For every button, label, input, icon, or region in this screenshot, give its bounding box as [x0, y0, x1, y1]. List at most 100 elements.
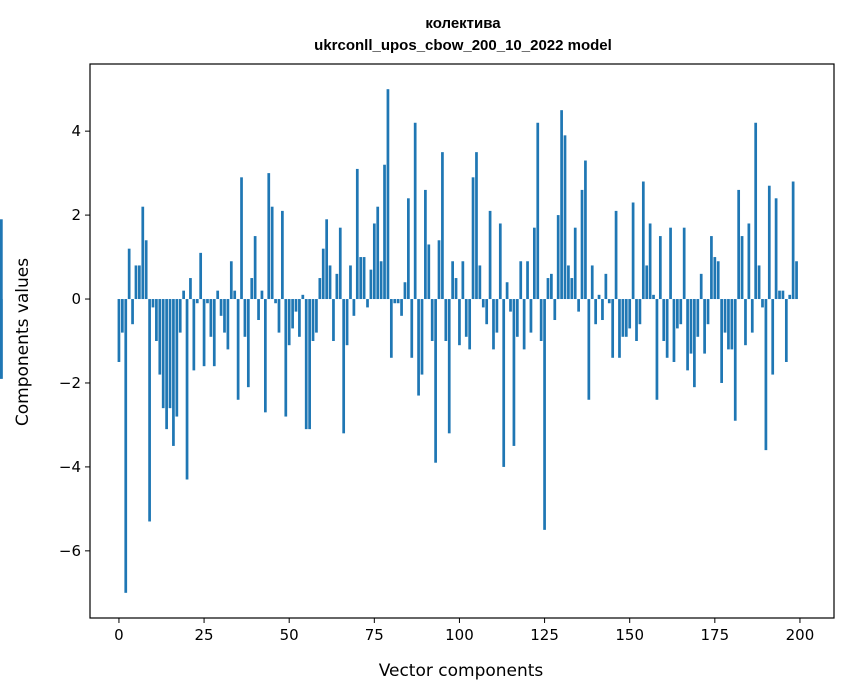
bar-84 — [403, 282, 407, 300]
bar-45 — [270, 206, 274, 300]
bar-96 — [444, 299, 448, 341]
bar-59 — [318, 278, 322, 300]
bar-70 — [355, 168, 359, 300]
bar-1 — [120, 299, 124, 333]
bar-3 — [127, 248, 131, 300]
bar-6 — [138, 265, 141, 300]
x-tick-label: 200 — [786, 626, 815, 644]
bar-176 — [716, 261, 720, 300]
bar-74 — [369, 269, 373, 300]
bar-151 — [631, 202, 635, 300]
y-tick-label: 4 — [71, 122, 81, 140]
bar-85 — [407, 198, 410, 300]
bar-106 — [478, 265, 482, 300]
bar-56 — [308, 299, 311, 430]
bar-91 — [427, 244, 431, 300]
bar-67 — [345, 299, 349, 346]
bar-97 — [447, 299, 451, 434]
bar-18 — [178, 299, 182, 333]
bar-123 — [536, 122, 540, 300]
bar-58 — [315, 299, 318, 333]
bar-180 — [730, 299, 734, 350]
bar-160 — [662, 299, 666, 341]
bar-76 — [376, 206, 380, 300]
bar-77 — [379, 261, 383, 300]
bar-14 — [165, 299, 168, 430]
bar-2 — [124, 299, 128, 593]
bar-79 — [386, 89, 390, 300]
bar-175 — [713, 257, 717, 300]
bar-182 — [737, 189, 741, 300]
bar-140 — [594, 299, 598, 325]
bar-122 — [532, 227, 536, 300]
bar-5 — [134, 265, 138, 300]
bar-83 — [400, 299, 403, 316]
bar-36 — [240, 177, 243, 300]
y-tick-label: −4 — [59, 458, 81, 476]
bar-132 — [567, 265, 570, 300]
bar-23 — [195, 299, 199, 304]
bar-142 — [601, 299, 604, 321]
bar-63 — [332, 299, 335, 341]
bar-4 — [131, 299, 134, 325]
bar-141 — [597, 294, 601, 300]
bars-group — [0, 89, 798, 593]
y-tick-label: −6 — [59, 542, 81, 560]
bar-136 — [580, 189, 584, 300]
bar-78 — [383, 164, 386, 300]
bar-104 — [471, 177, 475, 300]
bar-144 — [607, 299, 611, 304]
bar-40 — [253, 236, 257, 300]
bar-42 — [260, 290, 264, 300]
bar-187 — [754, 122, 758, 300]
bar-192 — [771, 299, 775, 375]
x-tick-label: 100 — [445, 626, 474, 644]
bar-48 — [281, 210, 284, 300]
bar-49 — [284, 299, 288, 417]
bar-105 — [475, 152, 478, 300]
bar-30 — [219, 299, 223, 316]
bar-71 — [359, 257, 363, 300]
bar-156 — [648, 223, 652, 300]
x-tick-label: 25 — [195, 626, 214, 644]
bar-134 — [573, 227, 577, 300]
bar-145 — [611, 299, 615, 358]
bar-31 — [223, 299, 226, 333]
bar-185 — [747, 223, 751, 300]
bar-16 — [172, 299, 175, 446]
bar-47 — [277, 299, 281, 333]
bar-0 — [117, 299, 121, 362]
bar-29 — [216, 290, 220, 300]
bar-131 — [563, 135, 567, 300]
bar-68 — [349, 265, 352, 300]
x-tick-label: 150 — [615, 626, 644, 644]
bar-164 — [676, 299, 679, 329]
y-tick-label: −2 — [59, 374, 81, 392]
bar-34 — [233, 290, 237, 300]
plot-frame — [89, 63, 835, 619]
bar-27 — [209, 299, 213, 337]
bar-60 — [321, 248, 325, 300]
bar-55 — [304, 299, 308, 430]
bar-51 — [291, 299, 294, 329]
bar-139 — [590, 265, 594, 300]
bar-147 — [618, 299, 621, 358]
bar-43 — [264, 299, 267, 413]
bar-87 — [413, 122, 417, 300]
bar-153 — [638, 299, 642, 325]
bar-81 — [393, 299, 397, 304]
bar-11 — [155, 299, 158, 341]
bar-146 — [614, 210, 618, 300]
bar-95 — [441, 152, 444, 300]
bar-161 — [665, 299, 669, 358]
bar-13 — [161, 299, 165, 409]
bar-15 — [168, 299, 172, 409]
bar-165 — [679, 299, 683, 325]
bar-117 — [515, 299, 519, 337]
bar-110 — [492, 299, 495, 350]
bar-172 — [703, 299, 706, 354]
bar-159 — [658, 236, 662, 300]
bar-148 — [621, 299, 625, 337]
x-tick-label: 75 — [365, 626, 384, 644]
bar-38 — [246, 299, 250, 388]
